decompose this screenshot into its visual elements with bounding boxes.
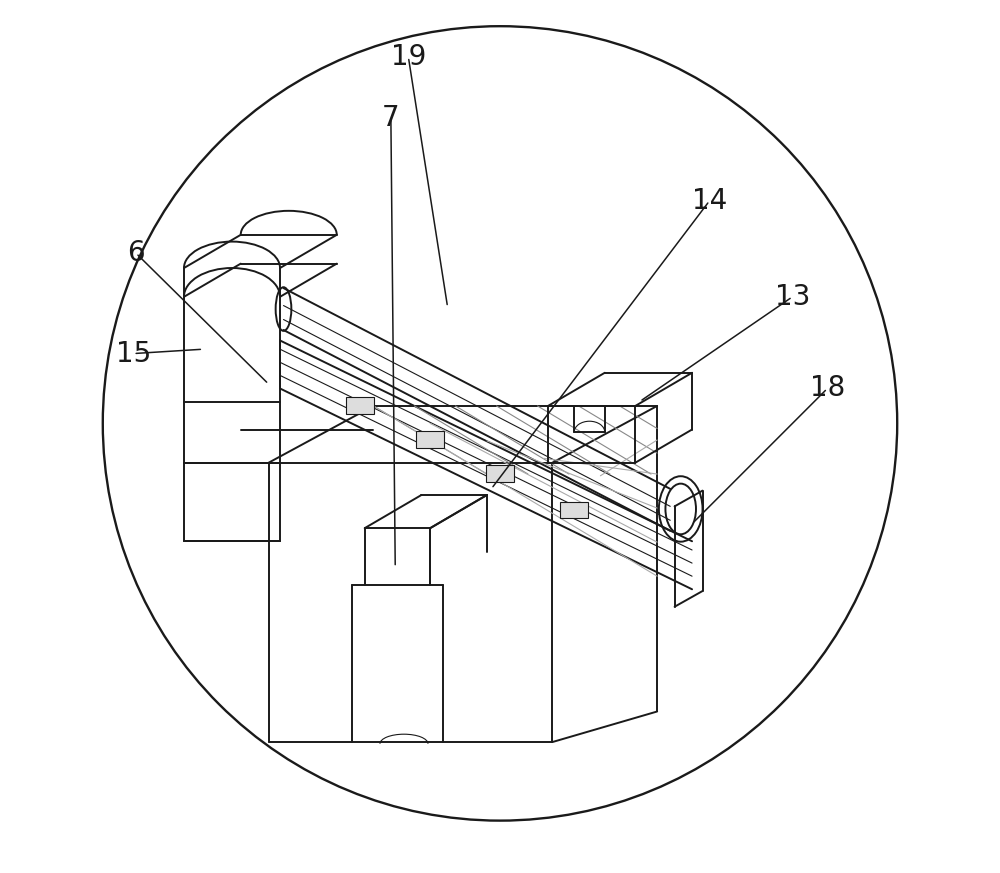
Text: 13: 13 [775, 283, 810, 311]
Text: 7: 7 [382, 104, 400, 132]
Text: 19: 19 [391, 43, 426, 71]
Text: 15: 15 [116, 340, 151, 368]
Polygon shape [486, 465, 514, 482]
Polygon shape [346, 397, 374, 414]
Polygon shape [416, 431, 444, 448]
Text: 6: 6 [127, 239, 145, 267]
Polygon shape [560, 502, 588, 519]
Text: 18: 18 [810, 375, 845, 402]
Text: 14: 14 [692, 187, 727, 215]
